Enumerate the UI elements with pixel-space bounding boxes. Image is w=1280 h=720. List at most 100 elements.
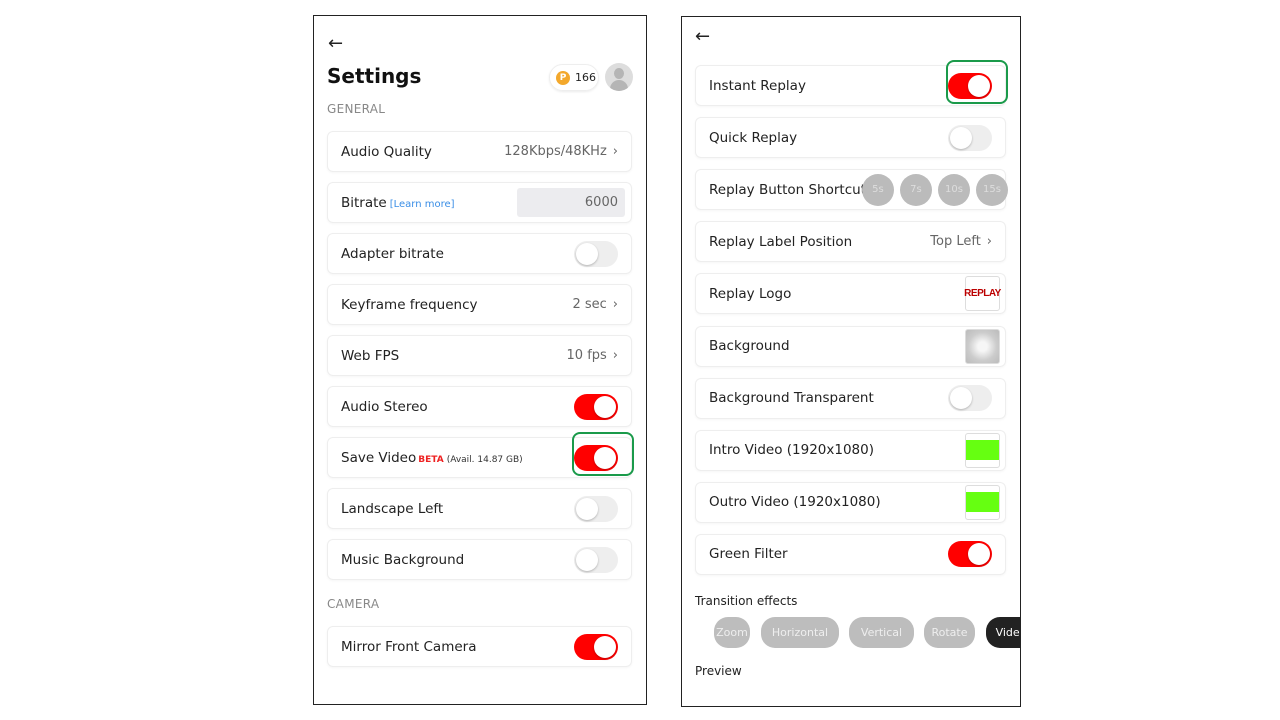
setting-label: Intro Video (1920x1080)	[709, 442, 965, 458]
setting-label-text: Background	[709, 338, 790, 354]
toggle-switch[interactable]	[574, 546, 618, 573]
setting-row-quick-replay[interactable]: Quick Replay	[695, 117, 1006, 159]
coins-badge[interactable]: P 166	[549, 64, 599, 91]
video-thumbnail[interactable]	[965, 484, 1000, 520]
back-arrow-icon[interactable]: ←	[328, 33, 344, 54]
setting-row-replay-logo[interactable]: Replay Logo REPLAY	[695, 273, 1006, 315]
setting-label-text: Intro Video (1920x1080)	[709, 442, 874, 459]
toggle-switch[interactable]	[948, 541, 992, 568]
setting-label: Background	[709, 338, 965, 354]
setting-label: Adapter bitrate	[341, 246, 574, 262]
setting-row-background[interactable]: Background	[695, 325, 1006, 367]
coin-count: 166	[575, 71, 596, 84]
setting-label: Landscape Left	[341, 501, 574, 517]
shortcut-15s[interactable]: 15s	[975, 173, 1008, 206]
setting-row-outro-video-1920x1080[interactable]: Outro Video (1920x1080)	[695, 481, 1006, 523]
replay-logo-thumbnail[interactable]: REPLAY	[964, 276, 1001, 312]
shortcut-10s[interactable]: 10s	[937, 173, 970, 206]
setting-label-text: Replay Label Position	[709, 233, 853, 250]
setting-row-audio-quality[interactable]: Audio Quality 128Kbps/48KHz ›	[327, 131, 632, 172]
setting-label-text: Keyframe frequency	[341, 296, 478, 313]
setting-label: Quick Replay	[709, 130, 948, 146]
setting-label: Replay Label Position	[709, 234, 930, 250]
chevron-right-icon: ›	[612, 348, 618, 363]
setting-value: 10 fps	[566, 348, 607, 363]
toggle-switch[interactable]	[574, 495, 618, 522]
setting-label-text: Replay Logo	[709, 285, 792, 302]
setting-label-text: Adapter bitrate	[341, 245, 444, 262]
setting-label: Replay Logo	[709, 286, 965, 302]
setting-row-intro-video-1920x1080[interactable]: Intro Video (1920x1080)	[695, 429, 1006, 471]
setting-label: Instant Replay	[709, 78, 948, 94]
setting-row-web-fps[interactable]: Web FPS 10 fps ›	[327, 335, 632, 376]
setting-label: Green Filter	[709, 546, 948, 562]
toggle-switch[interactable]	[948, 124, 992, 151]
setting-value: Top Left	[930, 234, 981, 250]
setting-label-text: Landscape Left	[341, 500, 444, 517]
setting-row-instant-replay[interactable]: Instant Replay	[695, 65, 1006, 106]
setting-value: 128Kbps/48KHz	[504, 144, 607, 159]
beta-badge: BETA	[418, 454, 444, 465]
setting-row-background-transparent[interactable]: Background Transparent	[695, 377, 1006, 419]
video-thumbnail[interactable]	[965, 432, 1000, 468]
setting-label-text: Bitrate	[341, 194, 387, 211]
replay-logo-image: REPLAY	[964, 288, 1001, 300]
toggle-switch[interactable]	[574, 633, 618, 660]
setting-row-audio-stereo[interactable]: Audio Stereo	[327, 386, 632, 427]
setting-label-text: Audio Quality	[341, 143, 432, 160]
setting-label: Save Video BETA (Avail. 14.87 GB)	[341, 450, 574, 466]
setting-row-landscape-left[interactable]: Landscape Left	[327, 488, 632, 529]
setting-label-text: Outro Video (1920x1080)	[709, 494, 881, 511]
section-camera: CAMERA	[327, 597, 380, 611]
setting-row-keyframe-frequency[interactable]: Keyframe frequency 2 sec ›	[327, 284, 632, 325]
preview-label: Preview	[695, 664, 742, 678]
setting-row-adapter-bitrate[interactable]: Adapter bitrate	[327, 233, 632, 274]
coin-icon: P	[556, 70, 570, 85]
toggle-switch[interactable]	[948, 385, 992, 412]
toggle-switch[interactable]	[948, 72, 992, 99]
shortcut-7s[interactable]: 7s	[899, 173, 932, 206]
highlight-box	[572, 432, 634, 476]
learn-more-link[interactable]: [Learn more]	[389, 198, 455, 210]
chevron-right-icon: ›	[612, 297, 618, 312]
transition-chip-video[interactable]: Video	[986, 617, 1020, 648]
green-frame	[966, 440, 999, 461]
setting-row-replay-label-position[interactable]: Replay Label Position Top Left ›	[695, 221, 1006, 263]
setting-label: Music Background	[341, 552, 574, 568]
toggle-switch[interactable]	[574, 444, 618, 471]
highlight-box	[946, 60, 1008, 104]
setting-label: Audio Stereo	[341, 399, 574, 415]
setting-label: Audio Quality	[341, 144, 504, 160]
transition-chip-horizontal[interactable]: Horizontal	[761, 617, 839, 648]
setting-row-green-filter[interactable]: Green Filter	[695, 533, 1006, 575]
setting-label: Keyframe frequency	[341, 297, 572, 313]
toggle-switch[interactable]	[574, 393, 618, 420]
setting-label-text: Replay Button Shortcut	[709, 181, 866, 198]
setting-label-text: Audio Stereo	[341, 398, 428, 415]
back-arrow-icon[interactable]: ←	[695, 26, 711, 47]
toggle-switch[interactable]	[574, 240, 618, 267]
settings-panel-replay: ← Transition effects Preview Instant Rep…	[681, 16, 1021, 707]
background-thumbnail[interactable]	[965, 328, 1000, 364]
setting-label-text: Instant Replay	[709, 77, 806, 94]
transition-effects-label: Transition effects	[695, 594, 798, 608]
setting-row-replay-button-shortcut[interactable]: Replay Button Shortcut 5s 7s 10s 15s	[695, 169, 1008, 211]
setting-row-music-background[interactable]: Music Background	[327, 539, 632, 580]
setting-label-text: Music Background	[341, 551, 465, 568]
setting-label: Replay Button Shortcut	[709, 182, 866, 198]
page-title: Settings	[327, 64, 422, 88]
setting-row-save-video[interactable]: Save Video BETA (Avail. 14.87 GB)	[327, 437, 632, 478]
setting-label: Bitrate [Learn more]	[341, 195, 517, 211]
transition-chip-vertical[interactable]: Vertical	[849, 617, 914, 648]
shortcut-5s[interactable]: 5s	[861, 173, 894, 206]
chevron-right-icon: ›	[612, 144, 618, 159]
setting-label-text: Background Transparent	[709, 390, 874, 407]
setting-row-bitrate[interactable]: Bitrate [Learn more] 6000	[327, 182, 632, 223]
bitrate-input[interactable]: 6000	[517, 188, 625, 217]
setting-label-text: Green Filter	[709, 546, 788, 563]
transition-chip-zoom[interactable]: Zoom	[714, 617, 750, 648]
setting-label-text: Save Video	[341, 449, 417, 466]
setting-row-mirror-front-camera[interactable]: Mirror Front Camera	[327, 626, 632, 667]
avatar[interactable]	[605, 63, 633, 91]
transition-chip-rotate[interactable]: Rotate	[924, 617, 975, 648]
